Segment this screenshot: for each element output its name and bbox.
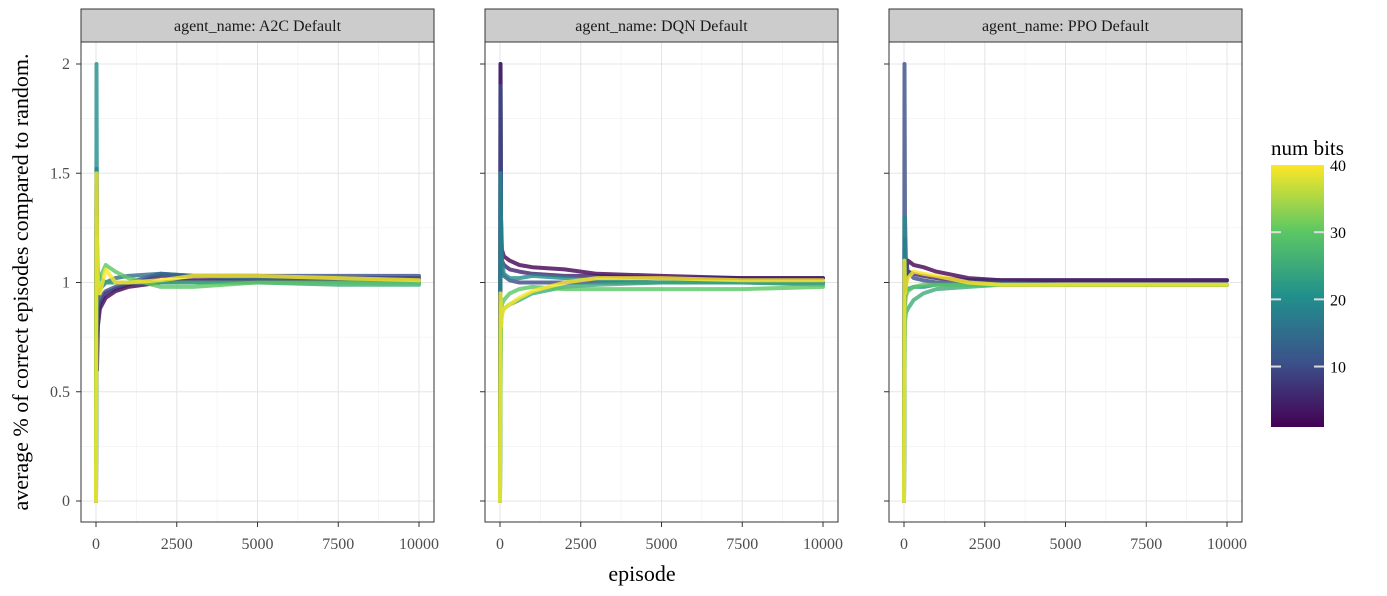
x-tick-label: 10000 xyxy=(803,536,843,553)
x-axis-title: episode xyxy=(608,561,675,586)
y-tick-label: 0 xyxy=(62,493,70,510)
x-tick-label: 7500 xyxy=(322,536,354,553)
series-line-bits-40 xyxy=(902,258,1229,503)
series-lines xyxy=(94,62,421,503)
facet-strip-label: agent_name: PPO Default xyxy=(982,18,1150,35)
y-axis-title: average % of correct episodes compared t… xyxy=(8,54,33,511)
x-tick-label: 0 xyxy=(92,536,100,553)
y-tick-label: 1 xyxy=(62,275,70,292)
x-tick-label: 10000 xyxy=(399,536,439,553)
legend-tick-label: 10 xyxy=(1330,360,1346,377)
series-lines xyxy=(498,62,825,503)
x-tick-label: 5000 xyxy=(1050,536,1082,553)
x-tick-label: 10000 xyxy=(1207,536,1247,553)
facet-strip xyxy=(80,8,435,43)
legend-ticks: 10 20 30 40 xyxy=(1271,158,1346,377)
facet-strip xyxy=(888,8,1243,43)
facet-strip-label: agent_name: DQN Default xyxy=(575,18,748,35)
facet-strip xyxy=(484,8,839,43)
colorbar xyxy=(1271,165,1324,427)
legend-tick-label: 30 xyxy=(1330,225,1346,242)
series-line-bits-40 xyxy=(498,276,825,503)
series-line-bits-40 xyxy=(94,171,421,503)
x-tick-label: 7500 xyxy=(726,536,758,553)
panel-agent-name-a2c-default: agent_name: A2C Default 0 2500 5000 7500 1000… xyxy=(50,8,439,553)
color-legend: num bits 10 20 30 40 xyxy=(1271,136,1346,427)
x-tick-label: 7500 xyxy=(1130,536,1162,553)
y-tick-label: 2 xyxy=(62,56,70,73)
x-tick-label: 5000 xyxy=(242,536,274,553)
x-tick-label: 0 xyxy=(900,536,908,553)
facet-strip-label: agent_name: A2C Default xyxy=(174,18,342,35)
x-tick-label: 2500 xyxy=(565,536,597,553)
series-lines xyxy=(902,62,1229,503)
legend-tick-label: 40 xyxy=(1330,158,1346,175)
panel-agent-name-dqn-default: agent_name: DQN Default 0 2500 5000 7500 1000… xyxy=(480,8,843,553)
panel-agent-name-ppo-default: agent_name: PPO Default 0 2500 5000 7500 1000… xyxy=(884,8,1247,553)
legend-tick-label: 20 xyxy=(1330,292,1346,309)
y-tick-label: 0.5 xyxy=(50,384,70,401)
x-tick-label: 0 xyxy=(496,536,504,553)
x-tick-label: 2500 xyxy=(161,536,193,553)
legend-title: num bits xyxy=(1271,136,1344,160)
x-tick-label: 5000 xyxy=(646,536,678,553)
y-tick-label: 1.5 xyxy=(50,165,70,182)
x-tick-label: 2500 xyxy=(969,536,1001,553)
